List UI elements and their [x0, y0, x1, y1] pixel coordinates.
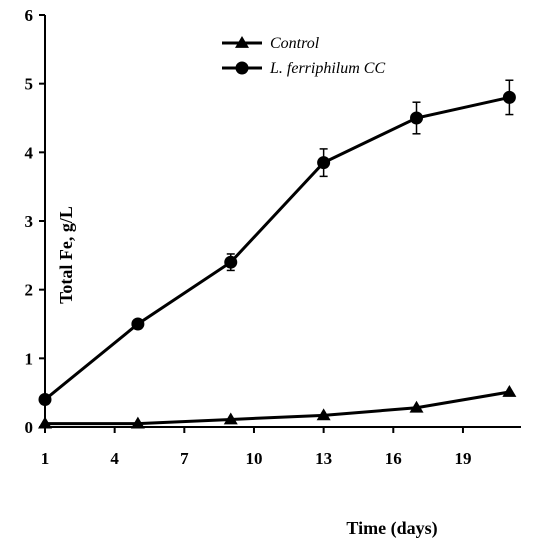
y-axis-title: Total Fe, g/L [56, 206, 76, 304]
series-line [44, 95, 510, 401]
y-tick-label: 0 [25, 418, 34, 437]
x-tick-label: 19 [454, 449, 471, 468]
y-tick-label: 2 [25, 281, 34, 300]
data-point [224, 255, 238, 269]
y-tick-label: 5 [25, 75, 34, 94]
series-control [38, 384, 517, 429]
data-point [316, 408, 331, 421]
legend-label: Control [270, 35, 320, 52]
data-point [130, 416, 145, 429]
legend-marker [235, 36, 249, 48]
x-tick-label: 16 [385, 449, 402, 468]
series-l-ferriphilum-cc [38, 79, 516, 407]
y-tick-label: 3 [25, 212, 34, 231]
data-point [409, 400, 424, 413]
x-tick-label: 4 [110, 449, 119, 468]
x-tick-label: 7 [180, 449, 189, 468]
legend: Control L. ferriphilum CC [222, 35, 385, 77]
legend-item: L. ferriphilum CC [222, 60, 385, 77]
data-point [317, 156, 331, 170]
y-tick-label: 6 [25, 6, 34, 25]
legend-marker [235, 61, 249, 75]
x-tick-label: 1 [41, 449, 50, 468]
data-point [223, 412, 238, 425]
legend-item: Control [222, 35, 320, 52]
series-line [45, 390, 510, 426]
y-tick-label: 4 [25, 143, 34, 162]
data-point [131, 317, 145, 331]
data-point [38, 416, 52, 429]
y-tick-label: 1 [25, 349, 34, 368]
data-point [38, 393, 52, 407]
data-point [502, 90, 516, 104]
data-point [410, 111, 424, 125]
x-tick-label: 10 [245, 449, 262, 468]
x-tick-label: 13 [315, 449, 332, 468]
data-point [502, 384, 517, 397]
legend-label: L. ferriphilum CC [269, 60, 385, 77]
x-axis-title: Time (days) [346, 518, 437, 539]
series-layer [38, 79, 517, 429]
